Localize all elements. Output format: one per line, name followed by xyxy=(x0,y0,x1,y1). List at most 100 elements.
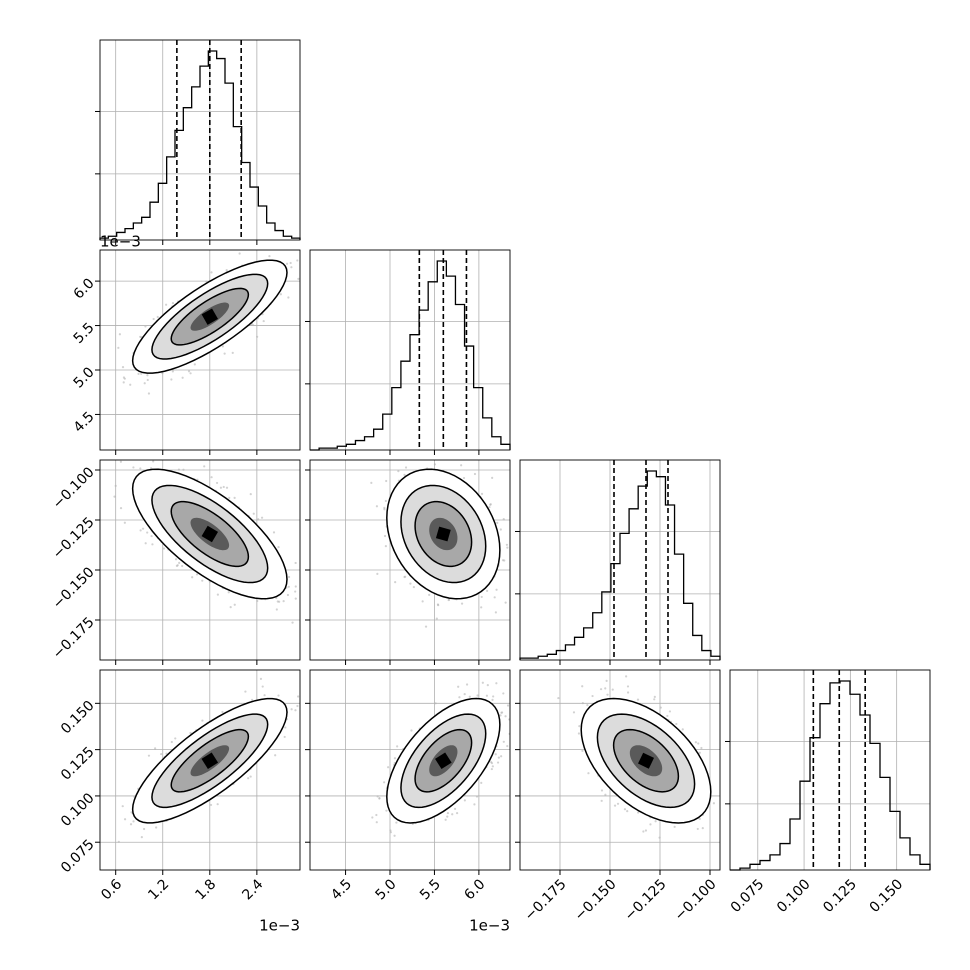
sample-point xyxy=(446,811,450,815)
contour-line xyxy=(170,500,250,568)
sample-point xyxy=(428,593,431,596)
sample-point xyxy=(262,319,265,323)
density-peak xyxy=(201,308,218,325)
histogram-1 xyxy=(310,260,511,451)
sample-point xyxy=(473,472,477,476)
sample-point xyxy=(409,582,412,585)
sample-point xyxy=(287,296,290,299)
contour-line xyxy=(131,259,288,374)
sample-point xyxy=(275,608,278,611)
sample-point xyxy=(149,454,151,456)
sample-point xyxy=(175,564,178,567)
panel-frame xyxy=(309,459,511,661)
sample-point xyxy=(140,372,143,375)
sample-point xyxy=(193,363,196,366)
sample-point xyxy=(174,558,178,561)
sample-point xyxy=(151,543,154,546)
sample-point xyxy=(221,710,224,714)
sample-point xyxy=(376,572,379,575)
sample-point xyxy=(156,315,159,319)
panel-frame xyxy=(309,249,511,451)
density-group xyxy=(117,244,314,395)
sample-point xyxy=(165,303,168,306)
sample-point xyxy=(473,803,476,806)
sample-point xyxy=(496,521,499,524)
sample-point xyxy=(154,747,157,750)
sample-point xyxy=(140,835,143,839)
sample-point xyxy=(215,481,219,485)
sample-point xyxy=(122,376,126,379)
sample-point xyxy=(123,818,127,821)
density-group xyxy=(371,681,510,837)
sample-point xyxy=(282,600,285,603)
sample-point xyxy=(139,529,142,532)
sample-point xyxy=(225,486,229,489)
sample-point xyxy=(244,690,247,693)
sample-point xyxy=(118,333,121,336)
sample-point xyxy=(144,542,147,545)
sample-point xyxy=(481,681,484,684)
sample-point xyxy=(312,257,314,259)
sample-point xyxy=(283,735,286,739)
sample-point xyxy=(494,611,497,614)
sample-point xyxy=(424,625,428,628)
sample-point xyxy=(501,559,505,562)
sample-point xyxy=(268,244,270,246)
sample-point xyxy=(146,378,149,382)
sample-point xyxy=(385,479,388,483)
sample-point xyxy=(181,564,184,568)
sample-point xyxy=(403,575,406,579)
density-peak xyxy=(435,526,451,542)
histogram-0 xyxy=(99,50,301,240)
sample-point xyxy=(121,366,125,369)
sample-point xyxy=(233,496,236,500)
sample-point xyxy=(162,547,166,550)
sample-point xyxy=(389,831,392,834)
sample-point xyxy=(294,590,297,593)
contour-line xyxy=(151,484,269,584)
sample-point xyxy=(256,599,259,603)
sample-point xyxy=(404,466,408,469)
sample-point xyxy=(219,486,223,489)
sample-point xyxy=(238,252,241,255)
sample-point xyxy=(187,370,191,373)
sample-point xyxy=(233,603,236,606)
sample-point xyxy=(455,812,459,815)
sample-point xyxy=(290,266,293,269)
contour-line xyxy=(170,287,250,346)
sample-point xyxy=(250,698,254,701)
sample-point xyxy=(294,709,297,712)
sample-point xyxy=(171,370,174,373)
sample-point xyxy=(119,507,123,510)
sample-point xyxy=(279,293,282,296)
sample-point xyxy=(152,460,155,463)
sample-point xyxy=(480,492,484,495)
sample-point xyxy=(114,484,117,487)
panel-frame xyxy=(519,459,721,661)
sample-point xyxy=(305,738,307,740)
sample-point xyxy=(146,374,149,377)
sample-point xyxy=(210,271,213,274)
sample-point xyxy=(375,505,379,508)
sample-point xyxy=(155,826,158,829)
sample-point xyxy=(132,820,135,823)
sample-point xyxy=(117,840,120,843)
sample-point xyxy=(284,726,287,729)
sample-point xyxy=(370,481,373,484)
sample-point xyxy=(458,696,461,699)
sample-point xyxy=(165,752,168,755)
sample-point xyxy=(191,576,194,579)
panel-frame xyxy=(99,39,301,241)
sample-point xyxy=(119,460,123,463)
sample-point xyxy=(161,372,164,375)
sample-point xyxy=(225,269,228,272)
sample-point xyxy=(178,561,181,564)
sample-point xyxy=(489,503,492,506)
sample-point xyxy=(504,601,507,604)
sample-point xyxy=(147,392,151,395)
sample-point xyxy=(277,694,280,697)
sample-point xyxy=(513,579,515,581)
density-group xyxy=(113,454,297,624)
sample-point xyxy=(499,528,502,531)
sample-point xyxy=(130,811,133,814)
